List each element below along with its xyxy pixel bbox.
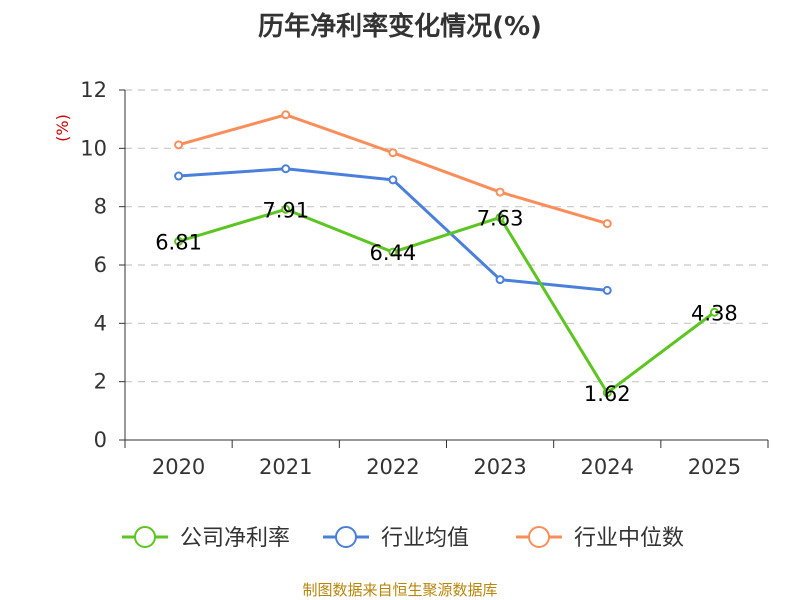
- source-note: 制图数据来自恒生聚源数据库: [302, 581, 498, 599]
- legend-label: 行业均值: [381, 526, 469, 551]
- y-tick-label: 4: [94, 311, 107, 335]
- series-lines: [174, 110, 719, 398]
- data-label: 6.44: [370, 241, 417, 265]
- data-point: [709, 307, 719, 317]
- x-tick-label: 2024: [581, 455, 634, 479]
- axes: 0 2 4 6 8 10 12 (%) 2020 2021 2022 2023 2024 2025: [53, 78, 769, 479]
- x-tick-label: 2021: [259, 455, 312, 479]
- series-line: [178, 167, 608, 292]
- data-label: 1.62: [584, 382, 631, 406]
- data-point: [281, 110, 291, 120]
- data-label: 4.38: [691, 301, 738, 325]
- x-tick-label: 2025: [688, 455, 741, 479]
- data-point: [174, 140, 184, 150]
- y-tick-label: 6: [94, 253, 107, 277]
- chart-title: 历年净利率变化情况(%): [258, 12, 542, 42]
- data-point: [602, 219, 612, 229]
- y-tick-label: 10: [80, 136, 107, 160]
- data-point: [174, 236, 184, 246]
- data-point: [281, 164, 291, 174]
- data-labels: 6.81 7.91 6.44 7.63 1.62 4.38: [155, 198, 738, 405]
- data-point: [174, 171, 184, 181]
- grid-lines: [125, 89, 768, 383]
- y-tick-label: 2: [94, 370, 107, 394]
- x-tick-label: 2022: [366, 455, 419, 479]
- legend-marker: [335, 526, 357, 548]
- legend-marker: [528, 526, 550, 548]
- data-point: [388, 148, 398, 158]
- data-point: [602, 388, 612, 398]
- data-point: [495, 212, 505, 222]
- y-tick-label: 0: [94, 428, 107, 452]
- data-point: [495, 187, 505, 197]
- y-tick-label: 12: [80, 78, 107, 102]
- data-point: [281, 204, 291, 214]
- data-label: 7.91: [262, 198, 309, 222]
- legend: 公司净利率 行业均值 行业中位数: [122, 526, 684, 551]
- series-line: [178, 207, 716, 395]
- x-tick-label: 2023: [473, 455, 526, 479]
- data-point: [602, 285, 612, 295]
- data-label: 6.81: [155, 230, 202, 254]
- data-point: [388, 247, 398, 257]
- x-tick-label: 2020: [152, 455, 205, 479]
- legend-marker: [134, 526, 156, 548]
- legend-label: 公司净利率: [180, 526, 290, 551]
- data-point: [495, 275, 505, 285]
- y-tick-label: 8: [94, 195, 107, 219]
- data-label: 7.63: [477, 206, 524, 230]
- legend-label: 行业中位数: [574, 526, 684, 551]
- y-axis-unit: (%): [53, 114, 72, 142]
- data-point: [388, 175, 398, 185]
